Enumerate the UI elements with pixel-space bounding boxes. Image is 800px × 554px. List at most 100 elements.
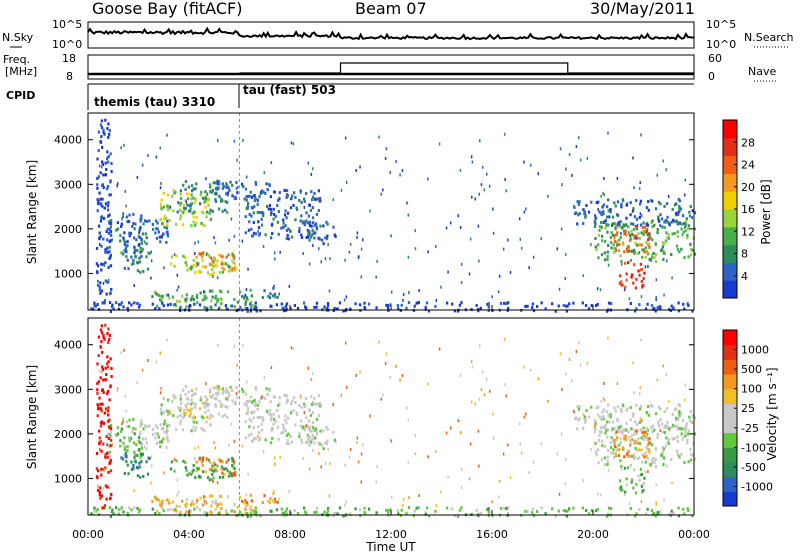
velocity-cell: [362, 443, 364, 447]
power-cell: [480, 183, 483, 187]
power-cell: [691, 209, 694, 213]
power-cell: [582, 274, 585, 278]
power-cell: [327, 243, 329, 247]
velocity-cell: [184, 411, 187, 415]
velocity-cell: [171, 500, 175, 504]
velocity-cell: [451, 507, 454, 511]
velocity-cell: [185, 468, 188, 472]
power-cell: [677, 309, 681, 313]
velocity-cell: [664, 424, 667, 428]
colorbar-swatch: [723, 476, 737, 492]
power-cell: [227, 269, 231, 273]
velocity-cell: [632, 453, 636, 457]
velocity-cell: [209, 423, 212, 427]
power-cell: [97, 279, 99, 283]
velocity-cell: [165, 431, 169, 435]
power-cell: [286, 194, 290, 198]
power-cell: [599, 288, 602, 292]
velocity-cell: [256, 415, 259, 419]
velocity-cell: [483, 393, 486, 397]
velocity-cell: [216, 505, 219, 509]
power-cell: [112, 307, 115, 311]
velocity-cell: [218, 458, 221, 462]
power-cell: [224, 304, 228, 308]
velocity-cell: [302, 425, 305, 429]
velocity-cell: [202, 456, 205, 460]
velocity-cell: [132, 441, 136, 445]
power-cell: [210, 190, 214, 194]
velocity-cell: [677, 402, 680, 406]
power-cell: [232, 267, 236, 271]
velocity-cell: [693, 416, 697, 420]
velocity-cell: [683, 512, 686, 516]
power-cell: [641, 248, 644, 252]
velocity-cell: [666, 441, 669, 445]
velocity-cell: [133, 506, 136, 510]
power-cell: [173, 264, 176, 268]
power-cell: [557, 304, 560, 308]
velocity-cell: [686, 432, 690, 436]
power-cell: [203, 305, 206, 309]
velocity-cell: [561, 388, 563, 392]
velocity-cell: [312, 426, 315, 430]
power-cell: [630, 229, 633, 233]
power-cell: [663, 293, 665, 297]
velocity-cell: [191, 500, 194, 504]
velocity-cell: [103, 506, 106, 510]
power-cell: [154, 219, 158, 223]
power-cell: [137, 231, 141, 235]
velocity-cell: [294, 400, 297, 404]
power-cell: [192, 196, 195, 200]
velocity-cell: [138, 461, 141, 465]
power-cell: [256, 210, 259, 214]
power-cell: [165, 240, 168, 244]
power-cell: [104, 248, 107, 252]
power-cell: [200, 190, 203, 194]
velocity-cell: [107, 413, 110, 417]
velocity-cell: [190, 470, 192, 474]
velocity-cell: [137, 436, 141, 440]
power-cell: [226, 193, 229, 197]
power-cell: [268, 204, 272, 208]
power-cell: [277, 198, 280, 202]
power-cell: [689, 253, 693, 257]
power-cell: [435, 245, 437, 249]
power-cell: [218, 289, 222, 293]
power-cell: [179, 201, 183, 205]
velocity-cell: [635, 404, 638, 408]
velocity-cell: [237, 390, 239, 394]
velocity-cell: [648, 450, 651, 454]
power-cell: [666, 215, 669, 219]
power-cell: [524, 304, 527, 308]
velocity-cell: [202, 470, 205, 474]
power-cell: [689, 205, 692, 209]
velocity-cell: [108, 418, 111, 422]
velocity-cell: [274, 500, 277, 504]
power-cell: [207, 253, 210, 257]
velocity-cell: [188, 508, 192, 512]
power-cell: [254, 301, 257, 305]
velocity-cell: [126, 449, 129, 453]
velocity-cell: [572, 506, 575, 510]
velocity-cell: [397, 512, 400, 516]
velocity-cell: [424, 510, 427, 514]
power-cell: [607, 131, 609, 135]
power-cell: [665, 231, 668, 235]
power-cell: [285, 302, 289, 306]
velocity-cell: [457, 419, 459, 423]
power-cell: [356, 231, 359, 235]
power-cell: [618, 225, 621, 229]
velocity-cell: [198, 457, 201, 461]
colorbar-swatch: [723, 244, 737, 263]
velocity-cell: [326, 508, 330, 512]
velocity-cell: [212, 480, 214, 484]
velocity-cell: [222, 473, 226, 477]
power-cell: [102, 281, 105, 285]
power-cell: [285, 189, 289, 193]
power-cell: [245, 198, 248, 202]
velocity-cell: [629, 507, 632, 511]
velocity-cell: [210, 478, 214, 482]
power-cell: [640, 267, 644, 271]
velocity-cell: [106, 392, 109, 396]
